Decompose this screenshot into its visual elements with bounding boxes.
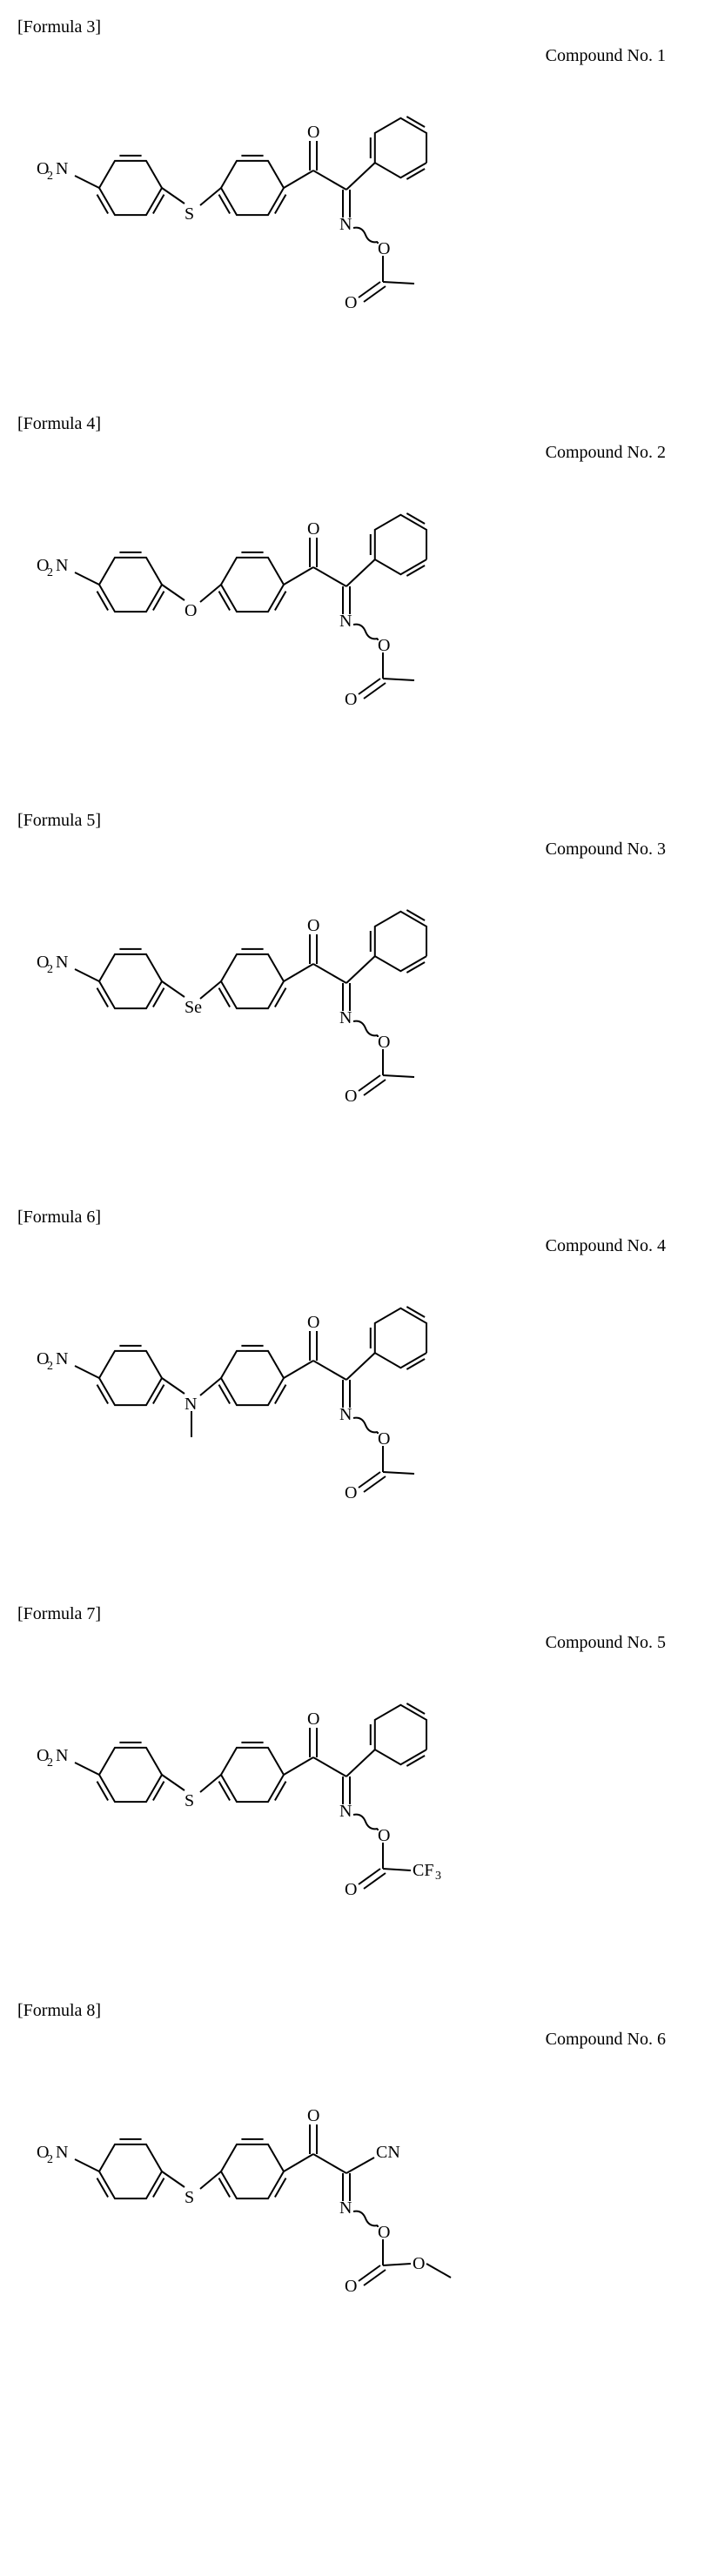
- svg-text:S: S: [185, 2188, 194, 2207]
- chemical-structure: O2NSeONOO: [17, 868, 701, 1181]
- compound-block: [Formula 8]Compound No. 6O2NSOCNNOOO: [17, 2001, 701, 2372]
- svg-text:O: O: [378, 1429, 390, 1449]
- compound-label: Compound No. 1: [17, 46, 701, 66]
- svg-text:N: N: [56, 2143, 68, 2162]
- svg-text:N: N: [56, 1746, 68, 1765]
- svg-text:O: O: [378, 239, 390, 258]
- svg-text:2: 2: [47, 963, 53, 976]
- compound-label: Compound No. 2: [17, 443, 701, 463]
- chemical-structure: O2NOONOO: [17, 472, 701, 785]
- svg-text:S: S: [185, 1791, 194, 1810]
- compound-block: [Formula 7]Compound No. 5O2NSONOOCF3: [17, 1604, 701, 1975]
- compound-block: [Formula 5]Compound No. 3O2NSeONOO: [17, 811, 701, 1181]
- svg-text:O: O: [378, 1033, 390, 1052]
- svg-text:N: N: [56, 1349, 68, 1368]
- structure-wrapper: O2NOONOO: [17, 472, 701, 785]
- compound-block: [Formula 4]Compound No. 2O2NOONOO: [17, 414, 701, 785]
- svg-text:O: O: [307, 916, 319, 935]
- svg-text:O: O: [307, 2106, 319, 2125]
- svg-text:N: N: [56, 159, 68, 178]
- svg-text:O: O: [307, 519, 319, 539]
- svg-text:N: N: [339, 1405, 352, 1424]
- svg-text:O: O: [345, 1483, 357, 1502]
- svg-text:2: 2: [47, 2153, 53, 2166]
- structure-wrapper: O2NSeONOO: [17, 868, 701, 1181]
- compound-label: Compound No. 5: [17, 1633, 701, 1653]
- compound-label: Compound No. 4: [17, 1236, 701, 1256]
- formula-label: [Formula 8]: [17, 2001, 701, 2021]
- svg-text:O: O: [345, 1880, 357, 1899]
- svg-text:Se: Se: [185, 998, 202, 1017]
- svg-text:N: N: [339, 2198, 352, 2218]
- compound-label: Compound No. 6: [17, 2030, 701, 2050]
- formula-label: [Formula 3]: [17, 17, 701, 37]
- chemical-structure: O2NSONOO: [17, 75, 701, 388]
- svg-text:S: S: [185, 204, 194, 224]
- formula-label: [Formula 7]: [17, 1604, 701, 1624]
- svg-text:2: 2: [47, 1756, 53, 1770]
- svg-text:O: O: [307, 123, 319, 142]
- svg-text:N: N: [185, 1395, 197, 1414]
- svg-text:O: O: [345, 2277, 357, 2296]
- svg-text:N: N: [56, 556, 68, 575]
- compound-block: [Formula 3]Compound No. 1O2NSONOO: [17, 17, 701, 388]
- formula-label: [Formula 4]: [17, 414, 701, 434]
- compound-label: Compound No. 3: [17, 840, 701, 860]
- svg-text:N: N: [56, 953, 68, 972]
- svg-text:CF: CF: [413, 1861, 433, 1880]
- svg-text:O: O: [413, 2254, 425, 2273]
- svg-text:O: O: [345, 293, 357, 312]
- svg-text:CN: CN: [376, 2143, 400, 2162]
- structure-wrapper: O2NSONOOCF3: [17, 1662, 701, 1975]
- svg-text:N: N: [339, 612, 352, 631]
- chemical-structure: O2NSOCNNOOO: [17, 2058, 701, 2372]
- svg-text:O: O: [378, 2223, 390, 2242]
- svg-text:2: 2: [47, 1360, 53, 1373]
- svg-text:O: O: [307, 1710, 319, 1729]
- compound-block: [Formula 6]Compound No. 4O2NNONOO: [17, 1208, 701, 1578]
- structure-wrapper: O2NSOCNNOOO: [17, 2058, 701, 2372]
- svg-text:N: N: [339, 215, 352, 234]
- svg-text:O: O: [345, 690, 357, 709]
- svg-text:O: O: [345, 1087, 357, 1106]
- formula-label: [Formula 5]: [17, 811, 701, 831]
- svg-text:N: N: [339, 1008, 352, 1027]
- structure-wrapper: O2NNONOO: [17, 1265, 701, 1578]
- svg-text:3: 3: [435, 1870, 441, 1883]
- svg-text:N: N: [339, 1802, 352, 1821]
- svg-text:O: O: [307, 1313, 319, 1332]
- formula-label: [Formula 6]: [17, 1208, 701, 1228]
- svg-text:O: O: [378, 1826, 390, 1845]
- svg-text:2: 2: [47, 566, 53, 579]
- structure-wrapper: O2NSONOO: [17, 75, 701, 388]
- svg-text:O: O: [378, 636, 390, 655]
- chemical-structure: O2NSONOOCF3: [17, 1662, 701, 1975]
- svg-text:O: O: [185, 601, 197, 620]
- chemical-structure: O2NNONOO: [17, 1265, 701, 1578]
- svg-text:2: 2: [47, 170, 53, 183]
